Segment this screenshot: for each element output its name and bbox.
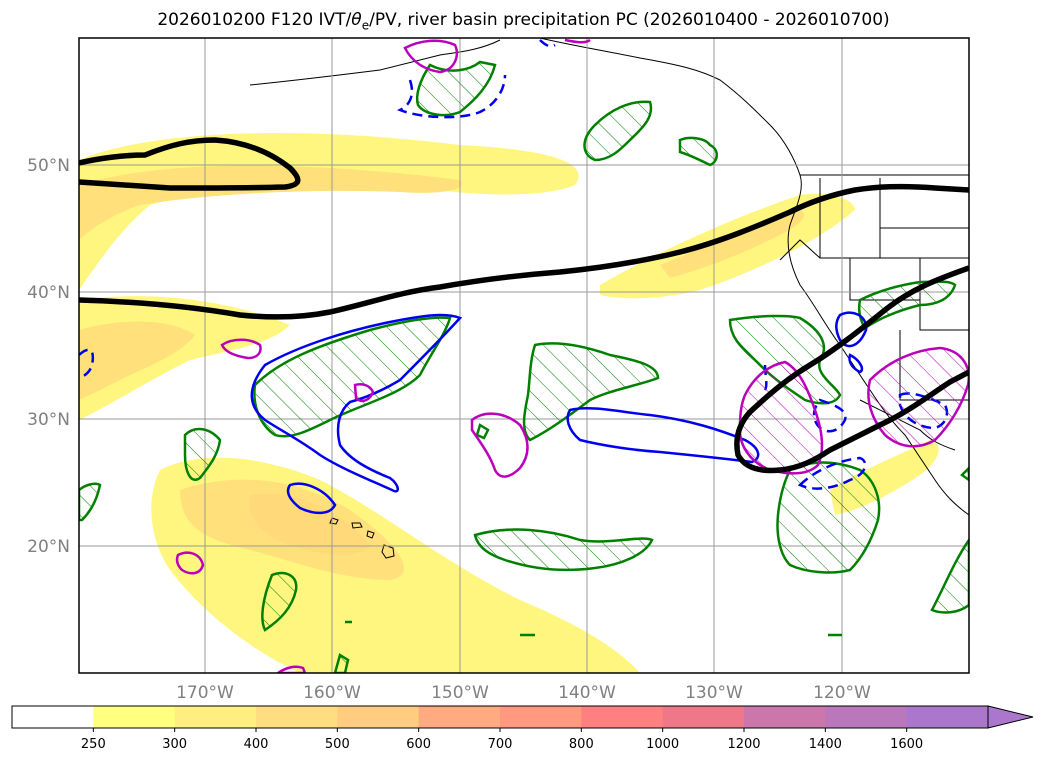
map-title: 2026010200 F120 IVT/θe/PV, river basin p… xyxy=(157,10,890,33)
colorbar-tick-label: 700 xyxy=(488,737,513,752)
pv-hatched-contours xyxy=(738,346,969,475)
colorbar-swatch xyxy=(500,706,582,728)
colorbar-tick-label: 250 xyxy=(81,737,106,752)
map-frame xyxy=(78,37,970,674)
colorbar-tick-label: 1600 xyxy=(890,737,923,752)
lon-label: 150°W xyxy=(431,683,489,703)
colorbar-swatch xyxy=(825,706,908,728)
lat-label: 50°N xyxy=(27,156,70,176)
colorbar-swatch xyxy=(93,706,176,728)
lon-label: 120°W xyxy=(813,683,871,703)
colorbar-tick-label: 300 xyxy=(162,737,187,752)
pc-negative-contours xyxy=(250,311,868,515)
colorbar-swatch xyxy=(12,706,94,728)
lat-label: 40°N xyxy=(27,283,70,303)
pc-positive-contours xyxy=(79,60,969,673)
colorbar: 250 300 400 500 600 700 800 1000 1200 1400 1600 xyxy=(11,705,1034,752)
colorbar-swatch xyxy=(174,706,257,728)
colorbar-tick-label: 1000 xyxy=(646,737,679,752)
colorbar-swatch xyxy=(418,706,501,728)
colorbar-tick-label: 400 xyxy=(244,737,269,752)
lat-label: 20°N xyxy=(27,537,70,557)
colorbar-swatch xyxy=(662,706,745,728)
hawaii-islands xyxy=(329,517,395,559)
lon-label: 160°W xyxy=(303,683,361,703)
lat-label: 30°N xyxy=(27,410,70,430)
colorbar-swatch xyxy=(337,706,420,728)
colorbar-swatch xyxy=(256,706,338,728)
colorbar-swatch xyxy=(581,706,664,728)
lon-label: 130°W xyxy=(685,683,743,703)
colorbar-swatch xyxy=(744,706,826,728)
map-area xyxy=(79,38,969,673)
lon-label: 140°W xyxy=(558,683,616,703)
colorbar-tick-label: 1200 xyxy=(727,737,760,752)
longitude-labels: 170°W 160°W 150°W 140°W 130°W 120°W xyxy=(176,683,871,703)
colorbar-tick-label: 1400 xyxy=(809,737,842,752)
theta-e-contours xyxy=(79,137,969,474)
pc-small-fragments xyxy=(345,620,842,637)
colorbar-swatch xyxy=(906,706,989,728)
lon-label: 170°W xyxy=(176,683,234,703)
pv-contours xyxy=(175,38,591,673)
latitude-labels: 50°N 40°N 30°N 20°N xyxy=(27,156,70,557)
colorbar-tick-label: 800 xyxy=(569,737,594,752)
colorbar-extend-arrow xyxy=(987,705,1034,729)
colorbar-tick-label: 600 xyxy=(406,737,431,752)
colorbar-tick-label: 500 xyxy=(325,737,350,752)
